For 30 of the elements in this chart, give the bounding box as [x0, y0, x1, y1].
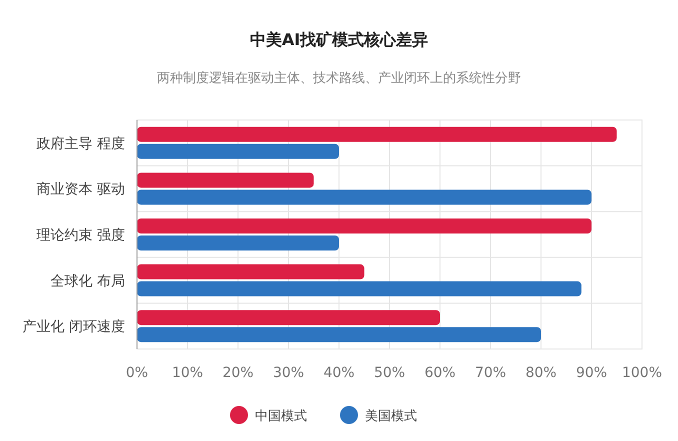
x-tick-label: 70% [474, 365, 506, 381]
y-tick-label: 政府主导 程度 [36, 136, 125, 152]
bar [137, 327, 541, 342]
y-tick-label: 理论约束 强度 [36, 228, 125, 244]
bar [137, 310, 440, 326]
x-tick-label: 40% [323, 365, 355, 381]
x-tick-label: 60% [424, 365, 456, 381]
bar [137, 218, 592, 234]
x-tick-label: 0% [126, 365, 148, 381]
x-tick-label: 10% [172, 365, 204, 381]
x-tick-label: 90% [576, 365, 608, 381]
bar [137, 126, 617, 142]
bar [137, 236, 339, 250]
bar [137, 144, 339, 159]
bar [137, 264, 364, 280]
legend-label: 美国模式 [365, 408, 417, 424]
y-tick-label: 商业资本 驱动 [36, 182, 125, 198]
y-tick-label: 全球化 布局 [50, 273, 125, 290]
x-tick-label: 20% [222, 365, 254, 381]
bar [137, 172, 314, 188]
bar [137, 281, 582, 296]
x-tick-label: 100% [622, 365, 662, 381]
legend-label: 中国模式 [255, 409, 307, 424]
x-tick-label: 50% [374, 365, 406, 381]
chart-subtitle: 两种制度逻辑在驱动主体、技术路线、产业闭环上的系统性分野 [157, 70, 521, 86]
bar [137, 190, 592, 205]
chart-title: 中美AI找矿模式核心差异 [250, 30, 428, 49]
x-tick-label: 30% [272, 365, 304, 381]
x-tick-label: 80% [525, 365, 557, 381]
y-tick-label: 产业化 闭环速度 [22, 319, 125, 336]
